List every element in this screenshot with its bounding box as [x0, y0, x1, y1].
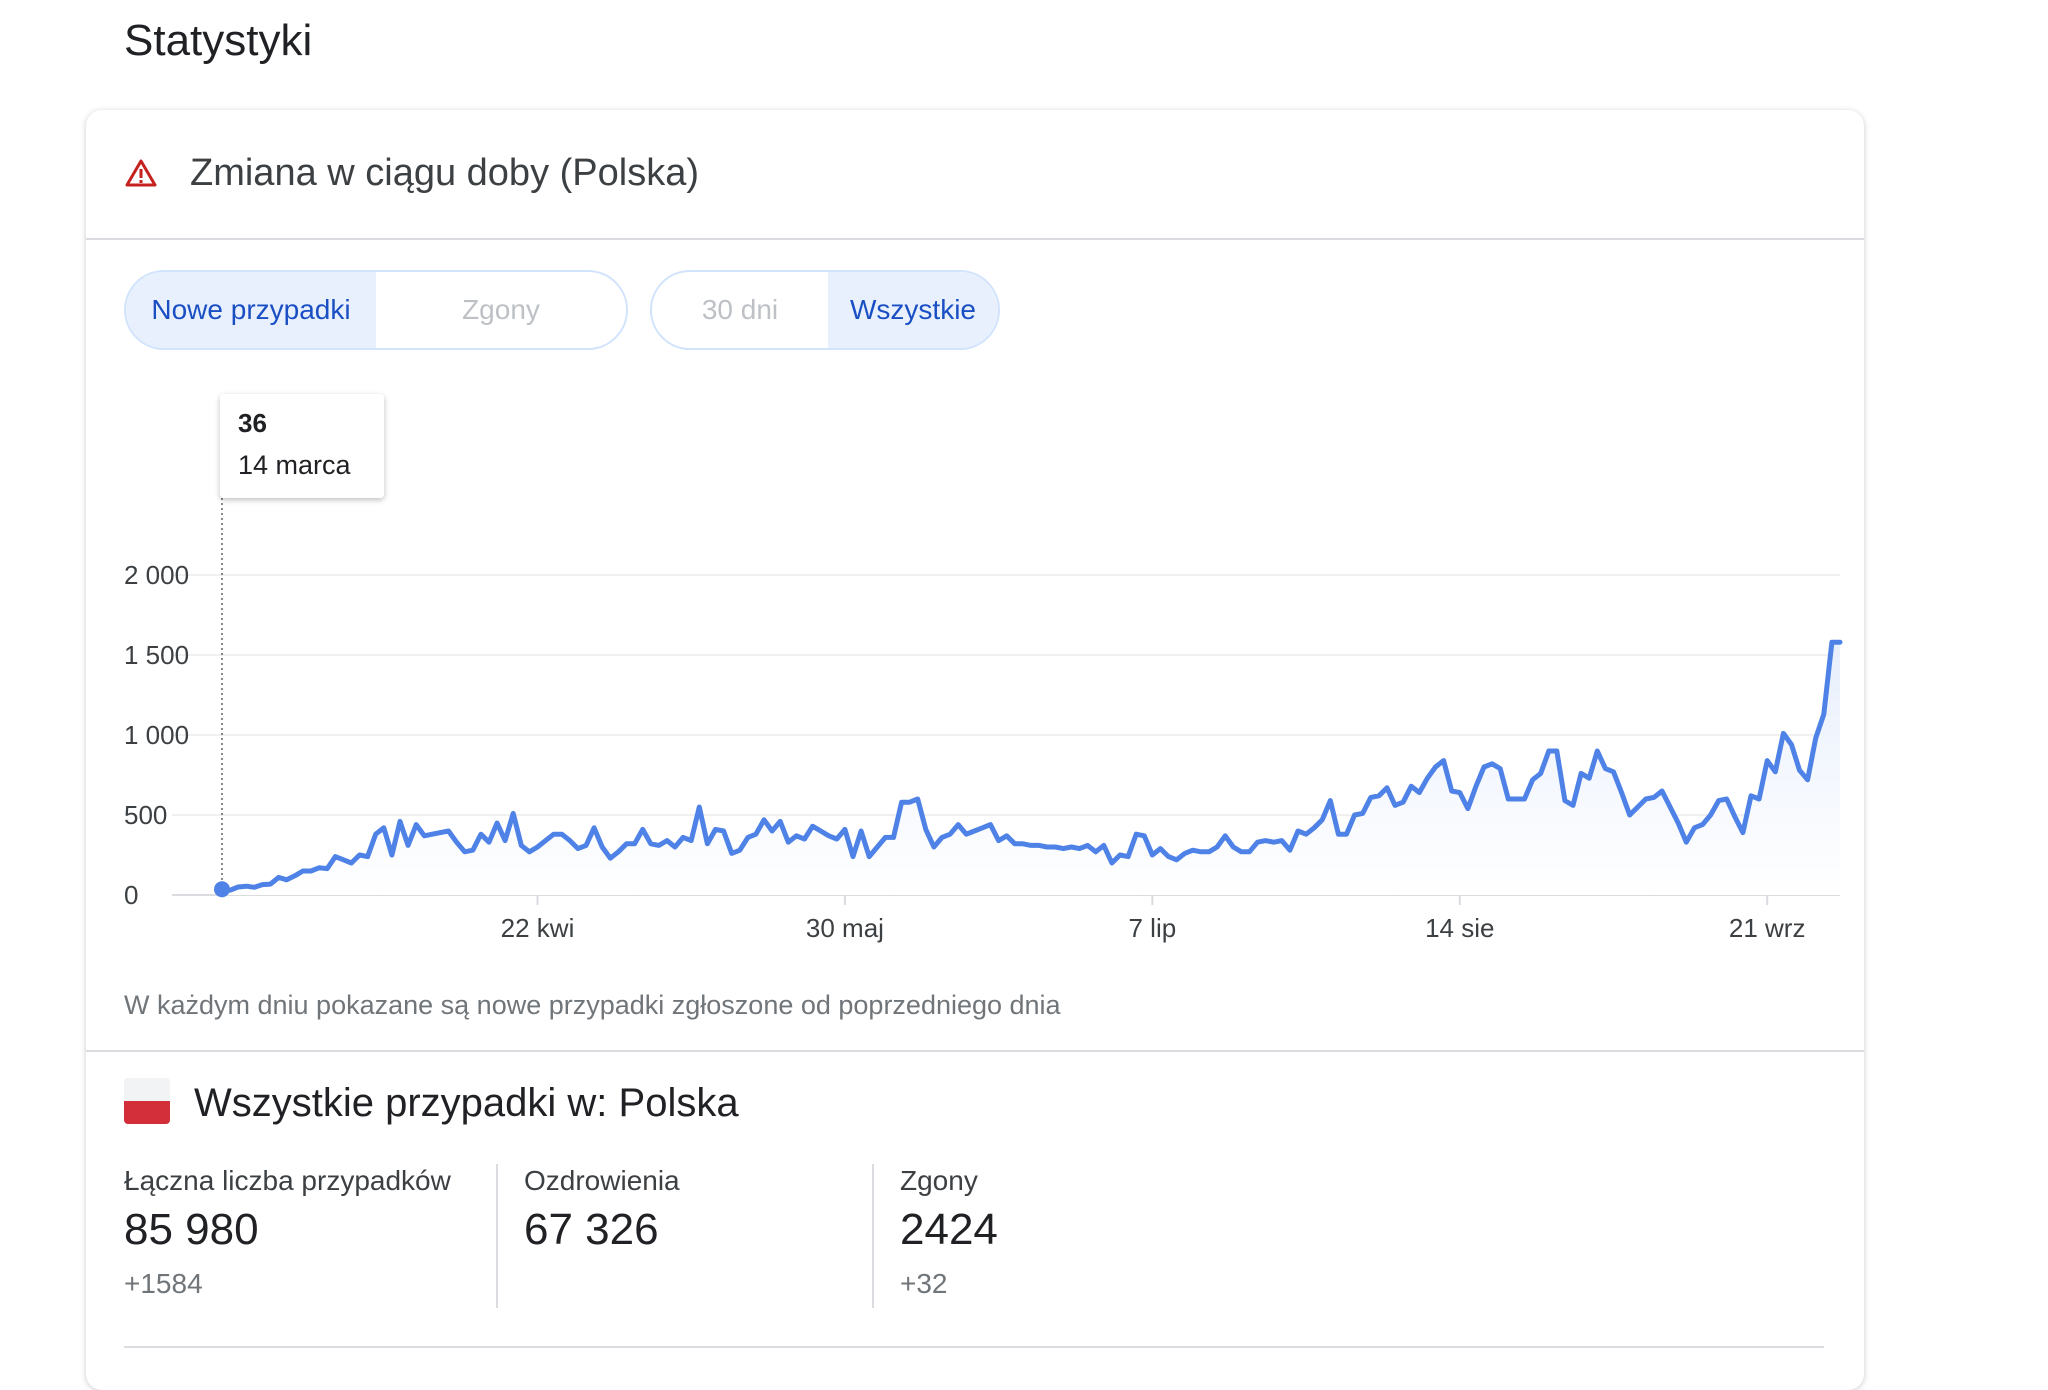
bottom-divider — [124, 1346, 1824, 1348]
stat-label: Łączna liczba przypadków — [124, 1165, 451, 1196]
x-tick-label: 22 kwi — [501, 913, 575, 943]
x-tick-label: 21 wrz — [1729, 913, 1806, 943]
warning-triangle-icon — [125, 159, 157, 187]
page-title: Statystyki — [124, 16, 313, 65]
covid-stats-card: Zmiana w ciągu doby (Polska) Nowe przypa… — [86, 110, 1864, 1390]
stat-delta: +1584 — [124, 1268, 203, 1299]
stat-separator — [496, 1164, 498, 1308]
y-tick-label: 2 000 — [124, 560, 189, 590]
x-axis-labels: 22 kwi 30 maj 7 lip 14 sie 21 wrz — [501, 895, 1806, 943]
y-tick-label: 0 — [124, 880, 138, 910]
x-tick-label: 14 sie — [1425, 913, 1494, 943]
stat-value: 67 326 — [524, 1205, 659, 1254]
x-tick-label: 30 maj — [806, 913, 884, 943]
highlight-point — [214, 881, 230, 898]
poland-flag-icon — [124, 1078, 170, 1124]
y-tick-label: 500 — [124, 800, 167, 830]
card-header: Zmiana w ciągu doby (Polska) — [86, 110, 1864, 240]
tooltip-value: 36 — [238, 408, 267, 438]
totals-title: Wszystkie przypadki w: Polska — [194, 1081, 739, 1125]
new-cases-toggle[interactable]: Nowe przypadki — [126, 272, 376, 348]
stat-value: 85 980 — [124, 1205, 259, 1254]
range-all-toggle[interactable]: Wszystkie — [828, 272, 998, 348]
tooltip-date: 14 marca — [238, 450, 352, 480]
cases-series-line — [219, 639, 1843, 893]
stat-separator — [872, 1164, 874, 1308]
stat-delta: +32 — [900, 1268, 948, 1299]
stat-label: Ozdrowienia — [524, 1165, 680, 1196]
y-tick-label: 1 500 — [124, 640, 189, 670]
stat-recovered: Ozdrowienia 67 326 — [524, 1164, 680, 1258]
metric-toggle-group: Nowe przypadki Zgony — [124, 270, 628, 350]
stat-value: 2424 — [900, 1205, 998, 1254]
stat-total-cases: Łączna liczba przypadków 85 980 +1584 — [124, 1164, 451, 1302]
y-tick-label: 1 000 — [124, 720, 189, 750]
range-toggle-group: 30 dni Wszystkie — [650, 270, 1000, 350]
card-title: Zmiana w ciągu doby (Polska) — [190, 152, 699, 194]
cases-area — [222, 642, 1840, 895]
y-axis-labels: 2 000 1 500 1 000 500 0 — [124, 560, 189, 910]
chart-tooltip: 36 14 marca — [220, 394, 384, 498]
deaths-toggle[interactable]: Zgony — [462, 294, 540, 325]
daily-cases-chart[interactable]: 2 000 1 500 1 000 500 0 22 kwi 30 maj 7 lip 14 … — [86, 380, 1864, 1060]
stat-deaths: Zgony 2424 +32 — [900, 1164, 998, 1302]
chart-footnote: W każdym dniu pokazane są nowe przypadki… — [124, 990, 1061, 1020]
section-divider — [86, 1050, 1864, 1052]
range-30-days-toggle[interactable]: 30 dni — [701, 294, 779, 325]
x-tick-label: 7 lip — [1128, 913, 1176, 943]
stat-label: Zgony — [900, 1165, 978, 1196]
